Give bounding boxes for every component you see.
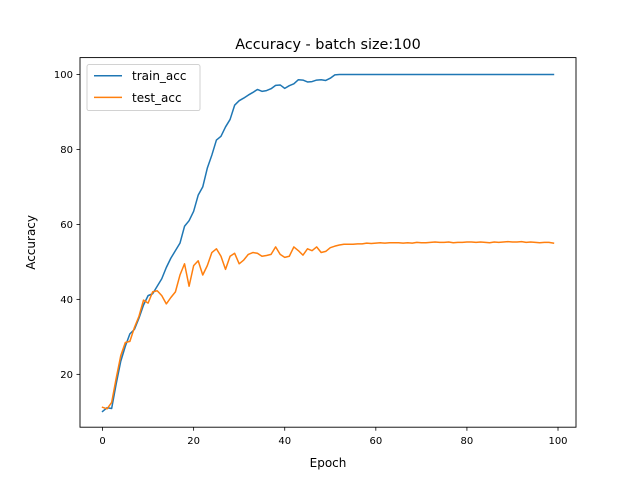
chart-title: Accuracy - batch size:100 <box>235 37 420 53</box>
y-axis-label: Accuracy <box>24 215 38 270</box>
x-axis-ticks: 0 20 40 60 80 100 <box>99 427 568 447</box>
legend-label-train-acc: train_acc <box>132 69 186 83</box>
legend: train_acc test_acc <box>86 64 201 112</box>
x-tick-label: 100 <box>548 436 567 447</box>
x-tick-label: 60 <box>369 436 382 447</box>
plot-area <box>101 73 555 413</box>
x-axis-label: Epoch <box>310 456 347 470</box>
series-line-test-acc <box>101 240 555 410</box>
x-tick-label: 20 <box>187 436 200 447</box>
axes-frame <box>79 57 577 428</box>
y-tick-label: 20 <box>60 370 73 381</box>
x-tick-label: 80 <box>461 436 474 447</box>
x-tick-label: 0 <box>99 436 105 447</box>
y-tick-label: 60 <box>60 220 73 231</box>
series-line-train-acc <box>101 73 555 413</box>
legend-label-test-acc: test_acc <box>132 91 182 105</box>
y-tick-label: 40 <box>60 295 73 306</box>
y-tick-label: 80 <box>60 145 73 156</box>
y-tick-label: 100 <box>54 70 73 81</box>
x-tick-label: 40 <box>278 436 291 447</box>
y-axis-ticks: 20 40 60 80 100 <box>54 70 80 381</box>
